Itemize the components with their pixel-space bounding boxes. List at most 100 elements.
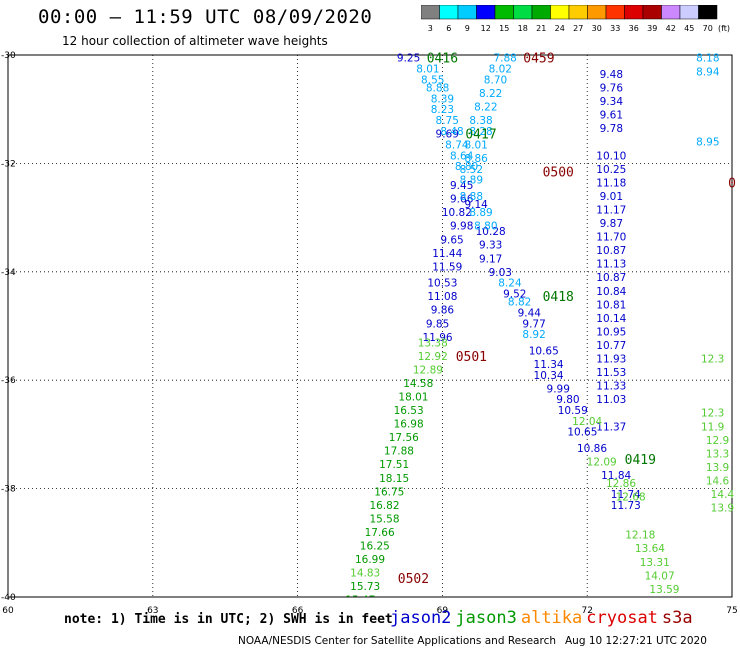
- scale-label: 42: [666, 24, 676, 33]
- wave-height-label: 14.4: [711, 489, 735, 501]
- wave-height-label: 11.37: [596, 421, 626, 433]
- wave-height-label: 13.64: [635, 543, 665, 555]
- wave-height-label: 17.51: [379, 459, 409, 471]
- credit-text: NOAA/NESDIS Center for Satellite Applica…: [238, 635, 556, 647]
- wave-height-label: 14.07: [645, 570, 675, 582]
- wave-height-label: 8.48: [440, 126, 463, 138]
- wave-height-label: 10.65: [567, 427, 597, 439]
- wave-height-label: 9.80: [556, 394, 579, 406]
- wave-height-label: 11.34: [534, 359, 564, 371]
- wave-height-label: 12.04: [572, 416, 602, 428]
- wave-height-label: 10.77: [596, 340, 626, 352]
- wave-height-label: 12.68: [616, 492, 646, 504]
- wave-height-label: 14.58: [403, 378, 433, 390]
- wave-height-label: 9.48: [600, 69, 623, 81]
- wave-height-label: 10.95: [596, 326, 626, 338]
- legend-s3a: s3a: [661, 608, 693, 628]
- wave-height-label: 10.86: [577, 443, 607, 455]
- wave-height-label: 11.08: [427, 291, 457, 303]
- wave-height-label: 8.89: [460, 175, 483, 187]
- map-frame: [7, 54, 733, 598]
- wave-height-label: 13.59: [649, 584, 679, 596]
- wave-height-label: 8.38: [469, 115, 492, 127]
- wave-height-label: 10.84: [596, 286, 626, 298]
- wave-height-label: 10.87: [596, 272, 626, 284]
- pass-time-label: 0417: [465, 128, 496, 143]
- wave-height-label: 10.59: [558, 405, 588, 417]
- wave-height-label: 8.95: [696, 137, 719, 149]
- wave-height-label: 10.34: [534, 370, 564, 382]
- scale-label: 15: [499, 24, 509, 33]
- wave-height-label: 16.25: [360, 541, 390, 553]
- wave-height-label: 12.9: [706, 435, 729, 447]
- wave-height-label: 8.22: [474, 101, 497, 113]
- wave-height-label: 10.81: [596, 299, 626, 311]
- wave-height-label: 12.09: [587, 457, 617, 469]
- page-subtitle: 12 hour collection of altimeter wave hei…: [62, 34, 328, 48]
- wave-height-label: 8.75: [436, 115, 459, 127]
- scale-label: 12: [481, 24, 491, 33]
- wave-height-label: 11.9: [701, 421, 724, 433]
- lon-tick-label: 63: [147, 606, 158, 616]
- wave-height-label: 8.86: [464, 153, 488, 165]
- wave-height-label: 8.88: [460, 191, 483, 203]
- wave-height-label: 9.78: [600, 123, 623, 135]
- wave-height-label: 10.28: [476, 226, 506, 238]
- legend-jason3: jason3: [455, 608, 517, 628]
- wave-height-label: 10.14: [596, 313, 626, 325]
- page-title: 00:00 – 11:59 UTC 08/09/2020: [38, 6, 373, 28]
- wave-height-label: 12.89: [413, 364, 443, 376]
- scale-label: 18: [518, 24, 528, 33]
- wave-height-label: 11.84: [601, 470, 631, 482]
- lon-tick-label: 60: [2, 606, 14, 616]
- wave-height-label: 11.73: [611, 500, 641, 512]
- wave-height-label: 13.3: [706, 448, 729, 460]
- pass-time-label: 0501: [456, 350, 487, 365]
- wave-height-label: 9.03: [489, 267, 512, 279]
- wave-height-label: 9.66: [450, 194, 474, 206]
- wave-height-label: 16.82: [369, 500, 399, 512]
- wave-height-label: 9.85: [426, 318, 449, 330]
- wave-height-label: 8.89: [469, 207, 492, 219]
- wave-height-label: 10.25: [596, 164, 626, 176]
- wave-height-label: 7.88: [493, 53, 516, 65]
- wave-height-label: 11.44: [432, 248, 462, 260]
- wave-height-label: 9.01: [600, 191, 623, 203]
- lat-tick-label: -34: [1, 268, 16, 278]
- wave-height-label: 9.25: [397, 53, 420, 65]
- wave-height-label: 9.14: [464, 199, 488, 211]
- wave-height-label: 11.03: [596, 394, 626, 406]
- wave-height-label: 9.45: [450, 180, 473, 192]
- wave-height-label: 11.96: [423, 332, 453, 344]
- scale-label: 70: [703, 24, 713, 33]
- wave-height-label: 9.98: [450, 221, 473, 233]
- pass-time-label: 0: [728, 596, 736, 611]
- wave-height-label: 9.33: [479, 240, 502, 252]
- wave-height-label: 9.52: [503, 288, 526, 300]
- wave-height-label: 11.18: [596, 177, 626, 189]
- legend-altika: altika: [520, 608, 583, 628]
- pass-time-label: 0502: [398, 572, 429, 587]
- wave-height-label: 12.92: [418, 351, 448, 363]
- wave-height-label: 10.53: [427, 278, 457, 290]
- scale-label: 45: [684, 24, 694, 33]
- lon-tick-label: 75: [726, 606, 737, 616]
- wave-height-label: 9.77: [522, 318, 545, 330]
- wave-height-label: 8.92: [522, 329, 545, 341]
- wave-height-label: 8.22: [479, 88, 502, 100]
- wave-height-label: 15.47: [345, 595, 375, 607]
- wave-height-label: 8.24: [498, 278, 522, 290]
- wave-height-label: 8.80: [455, 161, 478, 173]
- wave-height-label: 13.38: [418, 337, 448, 349]
- lon-tick-label: 66: [292, 606, 304, 616]
- scale-label: 39: [647, 24, 657, 33]
- scale-label: 21: [536, 24, 546, 33]
- wave-height-label: 11.13: [596, 259, 626, 271]
- scale-label: 27: [573, 24, 583, 33]
- pass-time-label: 0500: [543, 166, 574, 181]
- wave-height-label: 11.17: [596, 204, 626, 216]
- wave-height-label: 15.73: [350, 581, 380, 593]
- wave-height-label: 11.74: [611, 489, 641, 501]
- wave-height-label: 11.70: [596, 232, 626, 244]
- wave-height-label: 9.99: [547, 383, 570, 395]
